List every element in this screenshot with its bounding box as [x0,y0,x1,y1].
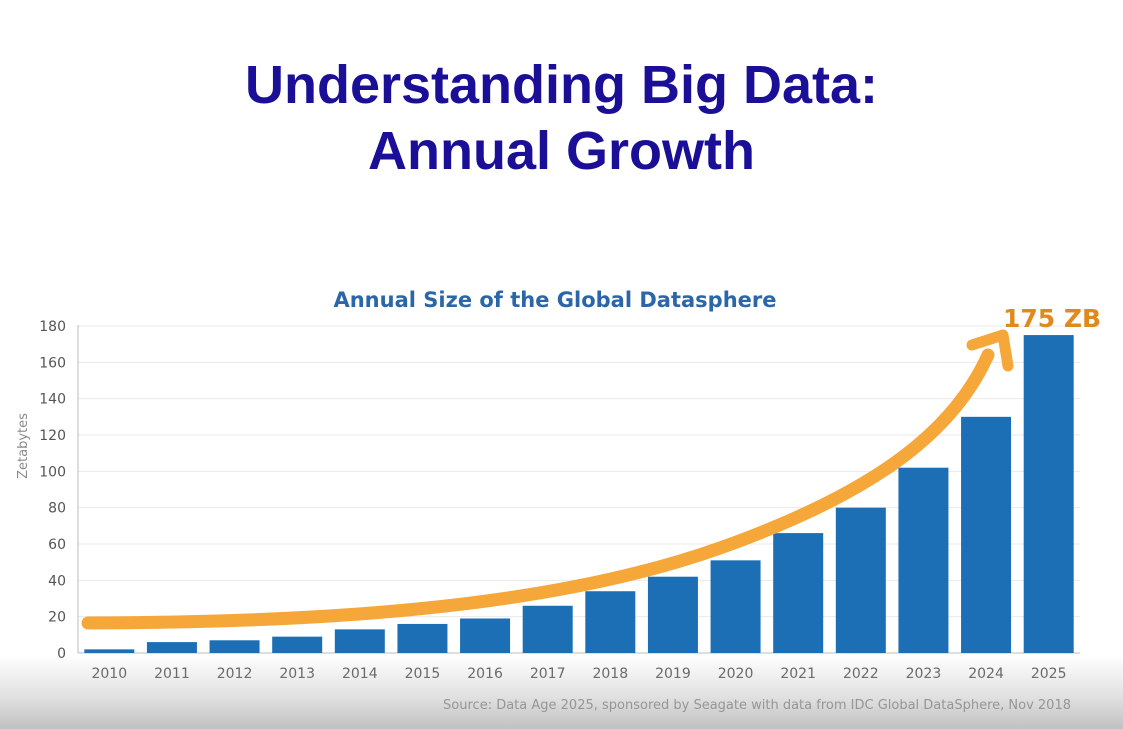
slide-title: Understanding Big Data: Annual Growth [0,52,1123,184]
y-axis-label: Zetabytes [16,413,31,479]
x-tick-label: 2018 [592,666,628,682]
x-tick-label: 2014 [342,666,378,682]
x-tick-label: 2019 [655,666,691,682]
y-tick-label: 120 [39,428,66,444]
x-axis-ticks: 2010 2011 2012 2013 2014 2015 2016 2017 2018 2019… [91,666,1066,682]
y-tick-label: 80 [48,501,66,517]
y-tick-label: 20 [48,610,66,626]
bar-2020 [710,560,761,653]
peak-annotation: 175 ZB [1003,304,1101,333]
bar-2014 [334,629,385,653]
bars-group [84,335,1074,653]
growth-arrowhead [966,329,1014,372]
slide-title-line-2: Annual Growth [368,121,755,181]
y-tick-label: 160 [39,355,66,371]
x-tick-label: 2024 [968,666,1004,682]
bar-2018 [585,591,636,653]
y-axis-ticks: 0 20 40 60 80 100 120 140 160 180 [39,319,66,662]
y-tick-label: 100 [39,464,66,480]
x-tick-label: 2013 [279,666,315,682]
bar-2022 [835,507,886,653]
x-tick-label: 2017 [530,666,566,682]
x-tick-label: 2016 [467,666,503,682]
bar-2024 [961,416,1012,653]
bar-2025 [1023,335,1074,653]
bar-2015 [397,623,448,653]
y-tick-label: 180 [39,319,66,335]
growth-trend-arrow [81,348,995,630]
chart-source: Source: Data Age 2025, sponsored by Seag… [443,698,1071,713]
bar-2010 [84,649,135,653]
bar-2017 [522,605,573,653]
bar-2012 [209,640,260,653]
slide-title-line-1: Understanding Big Data: [244,55,879,115]
x-tick-label: 2022 [843,666,879,682]
y-tick-label: 40 [48,573,66,589]
x-tick-label: 2020 [718,666,754,682]
bar-2013 [272,636,323,653]
y-tick-label: 60 [48,537,66,553]
bar-2023 [898,467,949,653]
bar-2011 [146,642,197,653]
x-tick-label: 2012 [217,666,253,682]
bar-2021 [773,533,824,653]
chart-title: Annual Size of the Global Datasphere [333,288,776,312]
bar-2016 [460,618,511,653]
x-tick-label: 2011 [154,666,190,682]
x-tick-label: 2010 [91,666,127,682]
bar-2019 [647,576,698,653]
y-tick-label: 0 [57,646,66,662]
x-tick-label: 2023 [906,666,942,682]
x-tick-label: 2025 [1031,666,1067,682]
x-tick-label: 2021 [780,666,816,682]
x-tick-label: 2015 [405,666,441,682]
y-tick-label: 140 [39,392,66,408]
